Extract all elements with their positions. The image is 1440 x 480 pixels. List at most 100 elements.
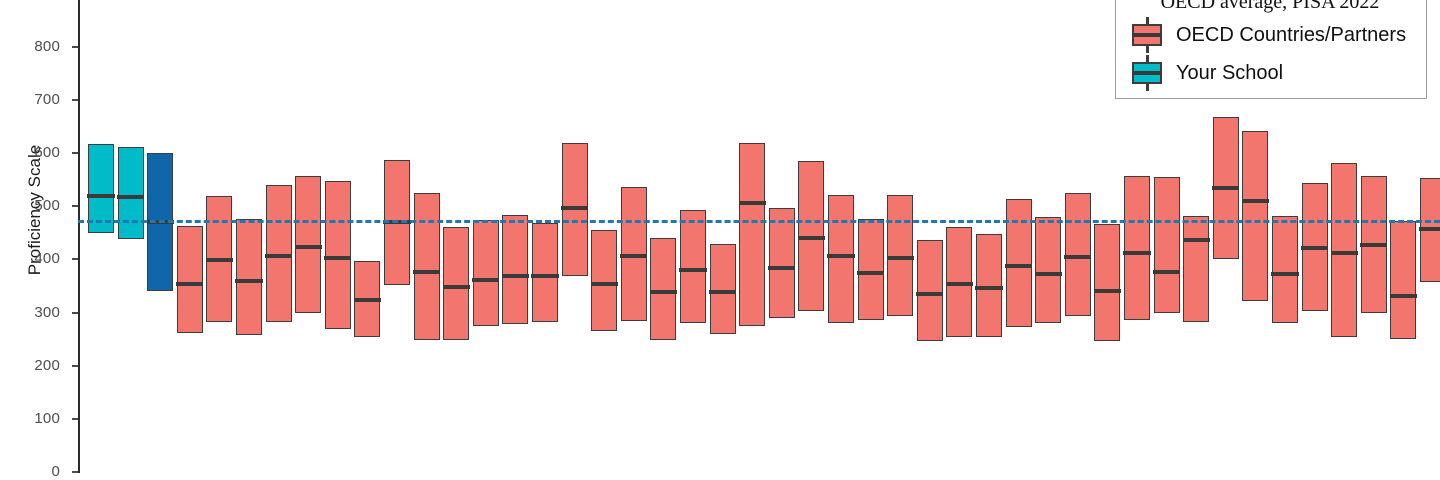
boxplot-median-line [1093,289,1121,294]
boxplot-median-line [1153,269,1181,274]
legend-item-your-school[interactable]: Your School [1126,54,1414,92]
y-tick-label: 800 [34,37,60,55]
y-tick-mark [72,471,78,473]
y-tick-label: 600 [34,144,60,162]
boxplot-box[interactable] [1389,221,1417,339]
boxplot-box[interactable] [1005,199,1033,327]
boxplot-median-line [442,285,470,290]
boxplot-median-line [649,290,677,295]
boxplot-median-line [827,253,855,258]
boxplot-box[interactable] [916,239,944,341]
legend-title: OECD average, PISA 2022 [1160,0,1380,13]
boxplot-median-line [738,200,766,205]
boxplot-median-line [916,292,944,297]
boxplot-median-line [1271,272,1299,277]
boxplot-key-icon [1126,17,1168,53]
y-tick-label: 0 [51,463,60,480]
boxplot-box[interactable] [738,143,766,326]
boxplot-median-line [679,267,707,272]
boxplot-median-line [531,273,559,278]
y-tick-label: 500 [34,197,60,215]
boxplot-box[interactable] [501,215,529,325]
y-tick-mark [72,45,78,48]
boxplot-box[interactable] [768,208,796,318]
boxplot-box[interactable] [1153,176,1181,314]
y-tick-label: 400 [34,250,60,268]
boxplot-median-line [620,253,648,258]
boxplot-median-line [413,269,441,274]
boxplot-box[interactable] [945,227,973,337]
boxplot-box[interactable] [1064,192,1092,316]
boxplot-box[interactable] [205,195,233,322]
boxplot-box[interactable] [1123,175,1151,320]
boxplot-box[interactable] [1241,131,1269,301]
boxplot-median-line [945,281,973,286]
legend: OECD average, PISA 2022 OECD Countries/P… [1115,0,1427,99]
boxplot-box[interactable] [649,237,677,340]
boxplot-median-line [561,206,589,211]
boxplot-box[interactable] [827,194,855,323]
y-axis-line [78,0,80,473]
boxplot-box[interactable] [1212,116,1240,259]
boxplot-box[interactable] [709,243,737,335]
boxplot-box[interactable] [886,194,914,316]
boxplot-median-line [205,258,233,263]
boxplot-box[interactable] [1034,216,1062,323]
boxplot-box[interactable] [1093,224,1121,342]
boxplot-box[interactable] [353,260,381,337]
boxplot-box[interactable] [1330,162,1358,337]
boxplot-median-line [235,278,263,283]
boxplot-median-line [1005,263,1033,268]
boxplot-median-line [886,255,914,260]
boxplot-median-line [501,274,529,279]
boxplot-box[interactable] [294,175,322,314]
boxplot-box[interactable] [324,181,352,329]
boxplot-box[interactable] [472,220,500,327]
boxplot-box[interactable] [975,233,1003,338]
boxplot-box[interactable] [265,184,293,322]
boxplot-box[interactable] [590,230,618,332]
boxplot-box[interactable] [1271,215,1299,323]
boxplot-box[interactable] [117,147,145,240]
boxplot-median-line [265,253,293,258]
y-tick-mark [72,417,78,420]
boxplot-box[interactable] [1301,182,1329,311]
boxplot-median-line [1123,250,1151,255]
boxplot-box[interactable] [561,143,589,277]
boxplot-median-line [1389,294,1417,299]
boxplot-median-line [87,194,115,199]
boxplot-median-line [1212,185,1240,190]
boxplot-median-line [472,278,500,283]
boxplot-median-line [1330,250,1358,255]
boxplot-box[interactable] [413,193,441,341]
boxplot-median-line [353,297,381,302]
boxplot-key-icon [1126,55,1168,91]
boxplot-median-line [1064,255,1092,260]
boxplot-box[interactable] [531,223,559,322]
boxplot-box[interactable] [1419,178,1440,282]
y-tick-mark [72,99,78,102]
boxplot-box[interactable] [176,226,204,334]
boxplot-median-line [1419,226,1440,231]
boxplot-box[interactable] [679,209,707,323]
boxplot-box[interactable] [1360,176,1388,314]
boxplot-box[interactable] [857,219,885,320]
boxplot-box[interactable] [235,218,263,336]
boxplot-median-line [590,281,618,286]
y-tick-label: 300 [34,303,60,321]
y-tick-label: 100 [34,409,60,427]
boxplot-box[interactable] [87,144,115,233]
y-tick-mark [72,311,78,314]
boxplot-box[interactable] [1182,215,1210,323]
boxplot-median-line [709,290,737,295]
boxplot-median-line [1182,238,1210,243]
boxplot-median-line [768,266,796,271]
legend-label-oecd: OECD Countries/Partners [1176,23,1407,46]
boxplot-box[interactable] [797,160,825,311]
boxplot-box[interactable] [620,187,648,322]
boxplot-box[interactable] [442,227,470,341]
boxplot-median-line [176,281,204,286]
legend-item-oecd[interactable]: OECD Countries/Partners [1126,16,1414,54]
